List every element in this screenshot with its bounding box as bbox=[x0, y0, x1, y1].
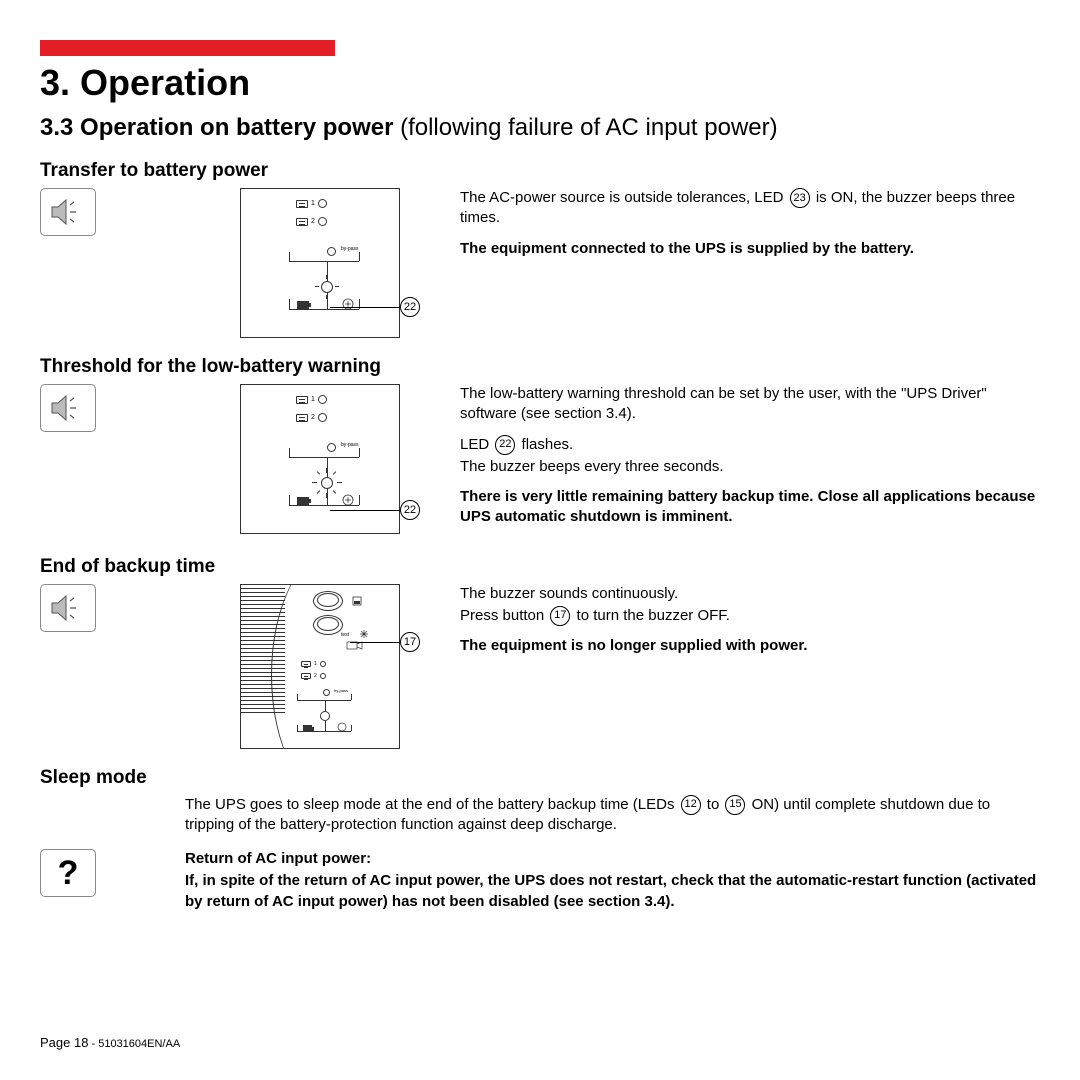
return-body: If, in spite of the return of AC input p… bbox=[185, 871, 1040, 912]
s3-p3: The equipment is no longer supplied with… bbox=[460, 636, 1040, 656]
s4-p1: The UPS goes to sleep mode at the end of… bbox=[185, 795, 1040, 836]
section-title: Operation on battery power bbox=[80, 114, 393, 141]
header-red-bar bbox=[40, 40, 335, 56]
s2-callout: 22 bbox=[400, 500, 420, 520]
btn-17-ref: 17 bbox=[550, 606, 570, 626]
led-12-ref: 12 bbox=[681, 795, 701, 815]
s1-block: 1 2 by-pass 22 T bbox=[40, 188, 1040, 338]
question-icon: ? bbox=[40, 849, 96, 897]
speaker-icon bbox=[40, 384, 96, 432]
s3-p2: Press button 17 to turn the buzzer OFF. bbox=[460, 606, 1040, 626]
chapter-title: 3. Operation bbox=[40, 62, 1040, 104]
s1-callout: 22 bbox=[400, 297, 420, 317]
s3-callout: 17 bbox=[400, 632, 420, 652]
s2-p2: LED 22 flashes. bbox=[460, 435, 1040, 455]
chapter-name: Operation bbox=[80, 62, 250, 103]
section-number: 3.3 bbox=[40, 114, 73, 141]
panel-row2: 2 bbox=[311, 218, 315, 225]
page-footer: Page 18 - 51031604EN/AA bbox=[40, 1035, 180, 1050]
s1-heading: Transfer to battery power bbox=[40, 160, 1040, 182]
s2-heading: Threshold for the low-battery warning bbox=[40, 356, 1040, 378]
speaker-icon bbox=[40, 188, 96, 236]
section-heading: 3.3 Operation on battery power (followin… bbox=[40, 114, 1040, 142]
doc-ref: - 51031604EN/AA bbox=[88, 1038, 180, 1050]
s3-heading: End of backup time bbox=[40, 556, 1040, 578]
s1-p2: The equipment connected to the UPS is su… bbox=[460, 239, 1040, 259]
led-15-ref: 15 bbox=[725, 795, 745, 815]
page-number: Page 18 bbox=[40, 1035, 88, 1050]
s1-panel: 1 2 by-pass bbox=[240, 188, 400, 338]
s4-heading: Sleep mode bbox=[40, 767, 1040, 789]
test-label: test bbox=[341, 632, 349, 638]
s1-p1: The AC-power source is outside tolerance… bbox=[460, 188, 1040, 229]
section-subtitle: (following failure of AC input power) bbox=[400, 114, 778, 141]
speaker-icon bbox=[40, 584, 96, 632]
s3-p1: The buzzer sounds continuously. bbox=[460, 584, 1040, 604]
return-block: ? Return of AC input power: If, in spite… bbox=[40, 849, 1040, 912]
return-title: Return of AC input power: bbox=[185, 849, 1040, 869]
s2-panel: 1 2 by-pass bbox=[240, 384, 400, 534]
s2-p4: There is very little remaining battery b… bbox=[460, 487, 1040, 528]
s3-block: test 1 2 by-pass 17 The buzzer sounds co… bbox=[40, 584, 1040, 749]
s2-p3: The buzzer beeps every three seconds. bbox=[460, 457, 1040, 477]
panel-row1: 1 bbox=[311, 200, 315, 207]
chapter-number: 3. bbox=[40, 62, 70, 103]
led-22-ref: 22 bbox=[495, 435, 515, 455]
s3-panel: test 1 2 by-pass bbox=[240, 584, 400, 749]
s2-p1: The low-battery warning threshold can be… bbox=[460, 384, 1040, 425]
bypass-label: by-pass bbox=[341, 246, 359, 252]
s2-block: 1 2 by-pass bbox=[40, 384, 1040, 538]
led-23-ref: 23 bbox=[790, 188, 810, 208]
